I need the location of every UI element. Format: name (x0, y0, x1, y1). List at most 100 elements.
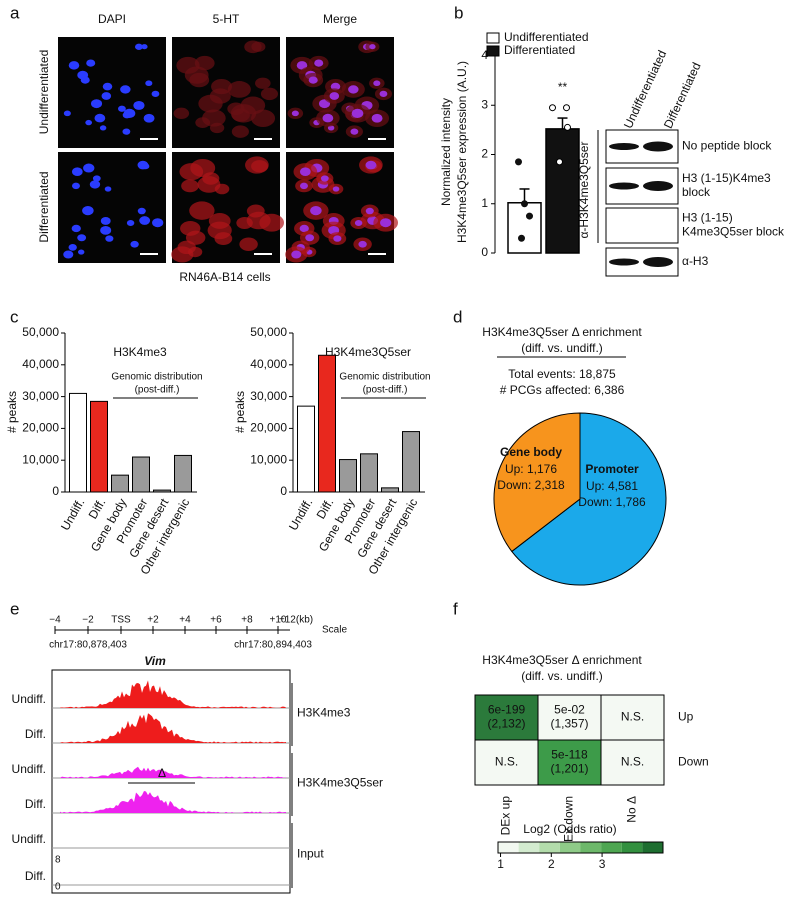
cell-body (214, 232, 233, 246)
nucleus (369, 44, 376, 50)
nucleus (105, 235, 114, 242)
column-label: DEx down (562, 796, 576, 851)
pie-slice (511, 412, 667, 586)
y-tick-label: 20,000 (22, 421, 59, 435)
blot-band (643, 257, 673, 267)
pcgs-affected: # PCGs affected: 6,386 (500, 383, 625, 397)
nucleus (314, 59, 324, 67)
nucleus (358, 240, 367, 248)
cell-body (214, 183, 230, 195)
nucleus (71, 182, 80, 190)
y-axis-label: H3K4me3Q5ser expression (A.U.) (455, 61, 469, 243)
nucleus (63, 110, 71, 117)
scale-label: Scale (322, 625, 347, 636)
nucleus (379, 90, 388, 97)
track-box (51, 669, 291, 894)
bar (545, 128, 580, 254)
nucleus (120, 85, 131, 94)
chart-title: H3K4me3 (113, 345, 167, 359)
cell-label: 5e-02 (554, 703, 585, 717)
row-label: Down (678, 755, 709, 769)
cell-body (179, 163, 204, 181)
scale-tick-label: +12(kb) (279, 615, 313, 626)
colorbar-step (580, 842, 602, 853)
nucleus (141, 44, 148, 50)
bar (402, 431, 420, 493)
cell-body (230, 104, 257, 123)
column-label: No Δ (625, 796, 639, 823)
data-point (549, 104, 556, 112)
colorbar-tick-label: 2 (548, 857, 555, 871)
cell-label: N.S. (621, 710, 644, 724)
nucleus (365, 207, 374, 215)
y-tick-label: 30,000 (22, 389, 59, 403)
annotation: Genomic distribution (111, 372, 202, 383)
nucleus (296, 61, 308, 70)
nucleus (86, 59, 96, 67)
y-tick-label: 0 (52, 484, 59, 498)
blot-band (609, 143, 639, 150)
y-tick-label: 0 (280, 484, 287, 498)
nucleus (85, 119, 93, 126)
scale-tick-label: +8 (241, 615, 253, 626)
bar (381, 487, 399, 493)
track-label: Undiff. (12, 832, 46, 846)
cell-body (251, 41, 266, 52)
cell-body (239, 237, 258, 251)
signal-track (60, 766, 286, 778)
cell-body (209, 88, 231, 104)
signal-track (60, 790, 286, 813)
column-title: 5-HT (213, 12, 240, 26)
cell-label: (2,132) (487, 717, 525, 731)
nucleus (118, 105, 126, 112)
slice-name: Promoter (585, 462, 639, 476)
heatmap-title: H3K4me3Q5ser Δ enrichment (482, 653, 642, 667)
row-label: Differentiated (37, 171, 51, 242)
slice-down: Down: 1,786 (578, 495, 646, 509)
nucleus (89, 180, 101, 189)
chart-title: H3K4me3Q5ser (325, 345, 411, 359)
cell-body (173, 107, 190, 119)
cell-body (260, 87, 279, 101)
scale-tick-label: +6 (210, 615, 222, 626)
cell-body (255, 77, 271, 89)
nucleus (348, 85, 359, 94)
y-axis-label: # peaks (5, 391, 19, 433)
track-label: Diff. (25, 869, 46, 883)
colorbar-frame (497, 841, 664, 854)
y-tick-label: 40,000 (22, 357, 59, 371)
cell-body (202, 109, 226, 127)
nucleus (123, 108, 136, 118)
nucleus (102, 82, 113, 91)
legend-label: Undifferentiated (504, 30, 589, 44)
blot-row-label: H3 (1-15) (682, 211, 733, 225)
slice-up: Up: 1,176 (505, 462, 557, 476)
data-point (521, 200, 528, 208)
nucleus (134, 43, 143, 50)
colorbar-step (642, 842, 663, 853)
bar (132, 456, 150, 493)
heatmap-cell (600, 739, 665, 786)
nucleus (299, 182, 308, 190)
column-title: DAPI (98, 12, 126, 26)
heatmap-subtitle: (diff. vs. undiff.) (521, 669, 603, 683)
cell-body (236, 217, 253, 230)
nucleus (90, 99, 103, 109)
blot-column-label: Undifferentiated (621, 48, 669, 131)
scale-tick-label: −4 (49, 615, 61, 626)
nucleus (71, 167, 83, 176)
nucleus (68, 61, 80, 70)
nucleus (143, 113, 155, 123)
scale-tick-label: +2 (147, 615, 159, 626)
colorbar-step (498, 842, 519, 853)
nucleus (310, 205, 322, 216)
data-point (564, 123, 571, 131)
colorbar-tick-label: 3 (599, 857, 606, 871)
cell-body (194, 55, 215, 71)
nucleus (365, 160, 377, 170)
track-group: H3K4me3Q5ser (297, 776, 383, 790)
legend-swatch (486, 32, 500, 44)
signal-track (60, 713, 286, 743)
bar (111, 474, 129, 493)
micrograph (58, 37, 166, 148)
